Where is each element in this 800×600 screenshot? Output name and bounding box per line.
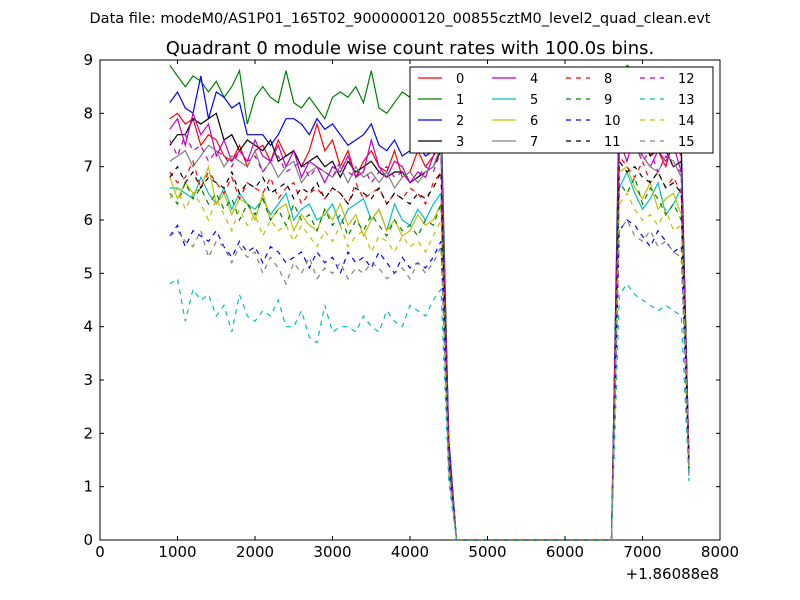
x-tick-label: 1000 <box>158 543 196 561</box>
legend-label-3: 3 <box>456 135 464 150</box>
x-tick-label: 7000 <box>623 543 661 561</box>
series-line-15 <box>169 218 690 541</box>
y-tick-label: 1 <box>83 478 93 496</box>
y-tick-label: 6 <box>83 211 93 229</box>
y-tick-label: 4 <box>83 318 93 336</box>
series-line-14 <box>169 186 690 541</box>
y-tick-label: 7 <box>83 158 93 176</box>
legend-box <box>409 66 714 154</box>
y-tick-label: 0 <box>83 531 93 549</box>
legend-label-13: 13 <box>678 93 695 108</box>
series-layer <box>169 64 690 541</box>
x-tick-label: 3000 <box>313 543 351 561</box>
legend-label-7: 7 <box>530 135 538 150</box>
legend-label-11: 11 <box>604 135 621 150</box>
x-tick-label: 6000 <box>546 543 584 561</box>
legend-label-5: 5 <box>530 93 538 108</box>
x-tick-label: 5000 <box>468 543 506 561</box>
figure-suptitle: Data file: modeM0/AS1P01_165T02_90000001… <box>90 11 711 27</box>
legend-label-6: 6 <box>530 114 538 129</box>
x-tick-label: 2000 <box>236 543 274 561</box>
y-tick-label: 9 <box>83 51 93 69</box>
ticks-layer: 0 1000 2000 3000 4000 5000 6000 7000 80000123456… <box>83 51 739 561</box>
x-tick-label: 8000 <box>701 543 739 561</box>
legend-label-14: 14 <box>678 114 695 129</box>
legend-label-8: 8 <box>604 72 612 87</box>
legend-label-10: 10 <box>604 114 621 129</box>
chart-title: Quadrant 0 module wise count rates with … <box>166 38 655 59</box>
series-line-12 <box>169 133 690 541</box>
legend-label-4: 4 <box>530 72 538 87</box>
y-tick-label: 2 <box>83 424 93 442</box>
y-tick-label: 8 <box>83 104 93 122</box>
legend-label-9: 9 <box>604 93 612 108</box>
legend-label-12: 12 <box>678 72 695 87</box>
legend-label-15: 15 <box>678 135 695 150</box>
legend-label-2: 2 <box>456 114 464 129</box>
y-tick-label: 5 <box>83 264 93 282</box>
x-tick-label: 0 <box>95 543 105 561</box>
y-tick-label: 3 <box>83 371 93 389</box>
legend-label-0: 0 <box>456 72 464 87</box>
x-tick-label: 4000 <box>391 543 429 561</box>
x-offset-label: +1.86088e8 <box>626 565 719 583</box>
legend-label-1: 1 <box>456 93 464 108</box>
